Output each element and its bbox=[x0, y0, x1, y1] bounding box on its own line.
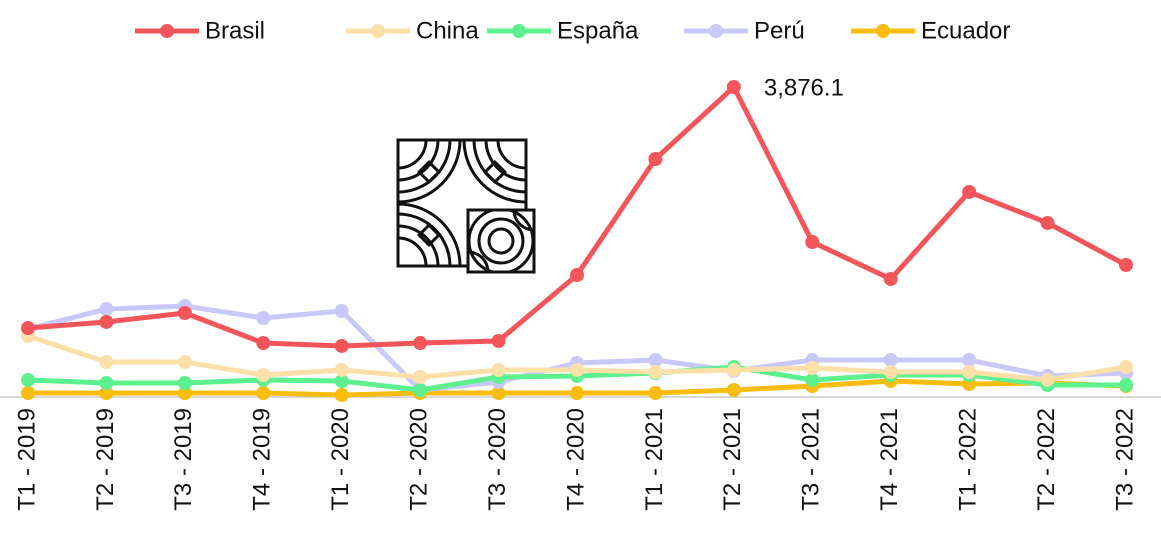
point bbox=[99, 386, 114, 401]
legend-marker bbox=[512, 24, 526, 38]
x-tick-label: T1 - 2021 bbox=[641, 408, 668, 511]
x-tick-label: T3 - 2022 bbox=[1111, 408, 1138, 511]
point bbox=[413, 336, 428, 351]
x-tick-label: T3 - 2019 bbox=[170, 408, 197, 511]
point bbox=[805, 372, 820, 387]
point bbox=[413, 382, 428, 397]
point bbox=[1119, 258, 1133, 273]
point bbox=[648, 151, 663, 166]
point bbox=[177, 305, 192, 320]
x-tick-label: T1 - 2022 bbox=[954, 408, 981, 511]
point bbox=[726, 362, 741, 377]
point bbox=[256, 311, 271, 326]
x-tick-label: T1 - 2019 bbox=[13, 408, 40, 511]
point bbox=[883, 271, 898, 286]
legend-marker bbox=[160, 24, 174, 38]
point bbox=[726, 80, 741, 94]
legend-marker bbox=[876, 24, 890, 38]
point bbox=[805, 235, 820, 250]
point bbox=[570, 386, 584, 401]
point bbox=[491, 333, 506, 348]
point bbox=[21, 386, 35, 401]
point bbox=[99, 314, 114, 329]
point bbox=[99, 302, 114, 317]
point bbox=[1040, 372, 1055, 387]
point bbox=[1040, 215, 1055, 230]
legend-label: Brasil bbox=[205, 17, 265, 44]
x-tick-label: T2 - 2020 bbox=[405, 408, 432, 511]
point bbox=[334, 388, 349, 402]
point bbox=[99, 355, 114, 370]
point bbox=[256, 367, 271, 382]
point bbox=[177, 376, 192, 391]
point bbox=[962, 184, 977, 199]
point bbox=[334, 362, 349, 377]
point bbox=[334, 304, 349, 319]
legend-label: Ecuador bbox=[921, 17, 1010, 44]
data-label: 3,876.1 bbox=[764, 74, 844, 101]
legend-marker bbox=[371, 24, 385, 38]
x-tick-label: T3 - 2020 bbox=[484, 408, 511, 511]
point bbox=[726, 382, 741, 397]
point bbox=[177, 355, 192, 370]
legend-label: Perú bbox=[754, 17, 805, 44]
x-tick-label: T4 - 2019 bbox=[249, 408, 276, 511]
point bbox=[21, 372, 35, 387]
point bbox=[334, 374, 349, 389]
point bbox=[648, 353, 663, 368]
point bbox=[99, 376, 114, 391]
x-tick-label: T4 - 2020 bbox=[562, 408, 589, 511]
point bbox=[413, 369, 428, 384]
legend-marker bbox=[709, 24, 723, 38]
legend-label: China bbox=[416, 17, 479, 44]
point bbox=[491, 386, 506, 401]
x-tick-label: T4 - 2021 bbox=[876, 408, 903, 511]
x-tick-label: T2 - 2022 bbox=[1033, 408, 1060, 511]
point bbox=[334, 338, 349, 353]
point bbox=[1119, 377, 1133, 392]
point bbox=[256, 386, 271, 401]
legend-label: España bbox=[557, 17, 639, 44]
point bbox=[256, 336, 271, 351]
point bbox=[883, 353, 898, 368]
point bbox=[648, 365, 663, 380]
point bbox=[570, 268, 584, 283]
point bbox=[21, 321, 35, 336]
x-tick-label: T3 - 2021 bbox=[798, 408, 825, 511]
point bbox=[805, 360, 820, 375]
x-tick-label: T1 - 2020 bbox=[327, 408, 354, 511]
point bbox=[177, 386, 192, 401]
point bbox=[570, 362, 584, 377]
point bbox=[962, 353, 977, 368]
point bbox=[962, 365, 977, 380]
x-tick-label: T2 - 2021 bbox=[719, 408, 746, 511]
point bbox=[883, 365, 898, 380]
decorative-icon bbox=[396, 138, 536, 274]
x-tick-label: T2 - 2019 bbox=[92, 408, 119, 511]
point bbox=[1119, 360, 1133, 375]
point bbox=[491, 362, 506, 377]
point bbox=[648, 386, 663, 401]
